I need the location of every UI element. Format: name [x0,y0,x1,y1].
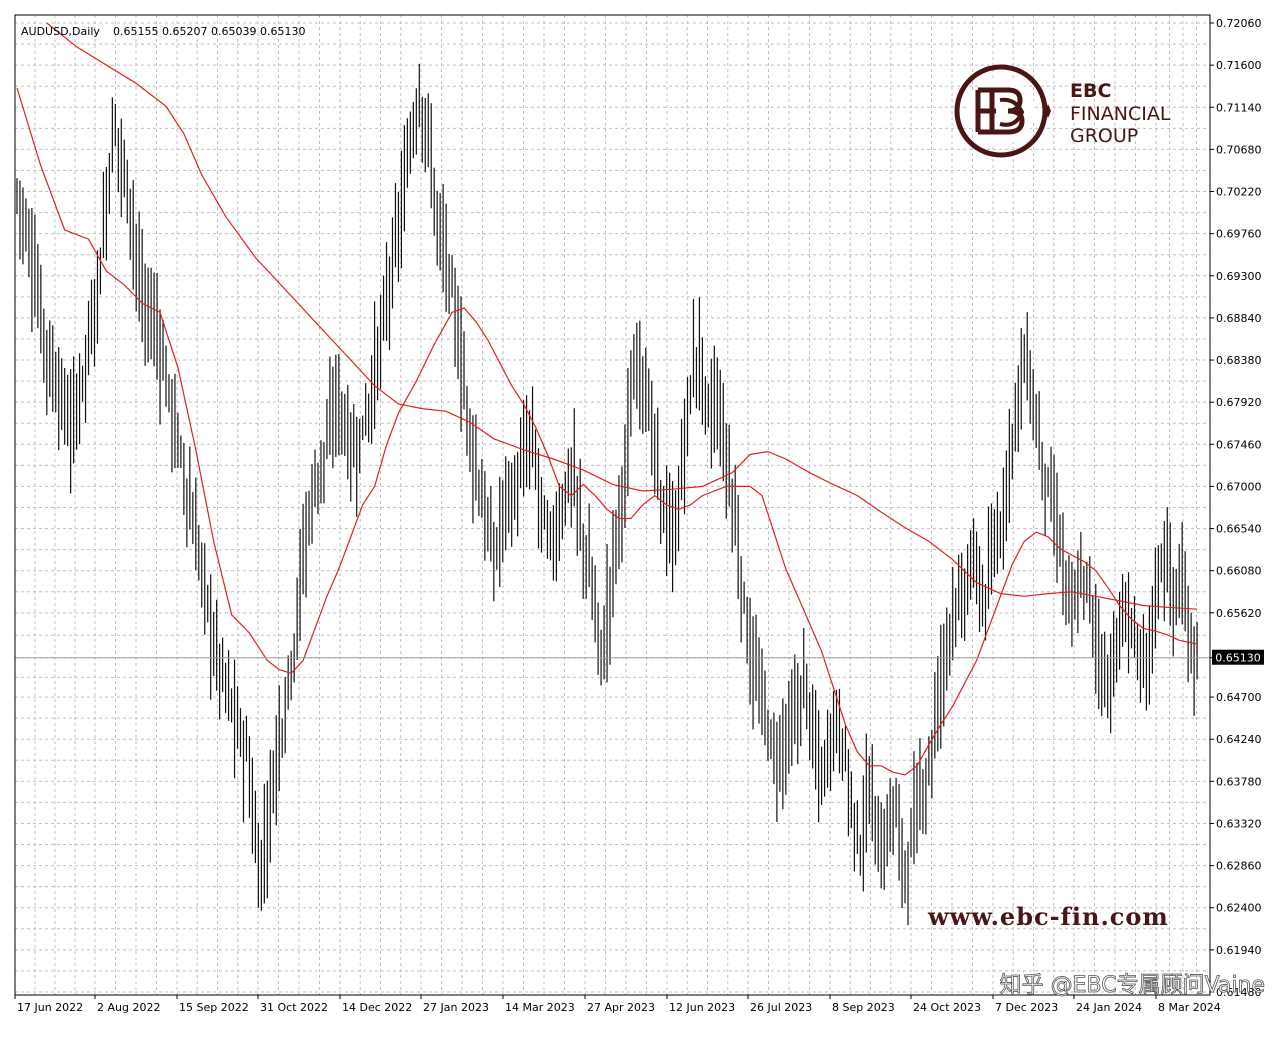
y-tick-label: 0.63320 [1216,817,1262,830]
x-tick-label: 7 Dec 2023 [995,1001,1058,1014]
chart-symbol: AUDUSD,Daily [21,25,100,38]
x-tick-label: 8 Sep 2023 [832,1001,895,1014]
x-tick-label: 26 Jul 2023 [750,1001,812,1014]
y-tick-label: 0.69760 [1216,228,1262,241]
chart-ohlc-values: 0.65155 0.65207 0.65039 0.65130 [113,25,305,38]
y-tick-label: 0.67920 [1216,396,1262,409]
y-tick-label: 0.67460 [1216,438,1262,451]
y-tick-label: 0.71600 [1216,59,1262,72]
x-tick-label: 8 Mar 2024 [1158,1001,1221,1014]
x-tick-label: 24 Jan 2024 [1076,1001,1142,1014]
website-watermark: www.ebc-fin.com [927,902,1169,931]
x-tick-label: 14 Dec 2022 [342,1001,412,1014]
y-tick-label: 0.68840 [1216,312,1262,325]
x-tick-label: 17 Jun 2022 [17,1001,83,1014]
moving-average-lines [16,22,1198,776]
y-tick-label: 0.71140 [1216,101,1262,114]
y-tick-label: 0.66540 [1216,523,1262,536]
y-tick-label: 0.64700 [1216,691,1262,704]
plot-frame [14,14,1211,996]
y-axis: 0.72060 0.71600 0.71140 0.70680 0.70220 0.697… [1210,17,1262,999]
x-tick-label: 14 Mar 2023 [505,1001,575,1014]
y-tick-label: 0.63780 [1216,775,1262,788]
credit-watermark: 知乎 @EBC专属顾问Vaine [1000,973,1265,998]
x-tick-label: 15 Sep 2022 [179,1001,249,1014]
x-tick-label: 12 Jun 2023 [669,1001,735,1014]
x-tick-label: 27 Jan 2023 [423,1001,489,1014]
y-tick-label: 0.64240 [1216,733,1262,746]
y-tick-label: 0.62860 [1216,860,1262,873]
logo-line2: FINANCIAL [1070,103,1171,125]
y-tick-label: 0.67000 [1216,480,1262,493]
logo-line3: GROUP [1070,125,1138,147]
current-price-badge: 0.65130 [1212,649,1264,665]
y-tick-label: 0.70680 [1216,143,1262,156]
current-price-label: 0.65130 [1215,652,1261,665]
x-tick-label: 24 Oct 2023 [913,1001,981,1014]
y-tick-label: 0.66080 [1216,565,1262,578]
x-tick-label: 31 Oct 2022 [260,1001,328,1014]
y-tick-label: 0.70220 [1216,186,1262,199]
x-axis: 17 Jun 2022 2 Aug 2022 15 Sep 2022 31 Oct 2… [14,995,1221,1014]
x-tick-label: 27 Apr 2023 [587,1001,655,1014]
sparkle-icon [1045,104,1051,118]
y-tick-label: 0.69300 [1216,270,1262,283]
logo-line1: EBC [1070,80,1111,102]
moving-average-line-1 [16,87,1198,776]
y-tick-label: 0.65620 [1216,607,1262,620]
moving-average-line-2 [46,22,1198,610]
y-tick-label: 0.62400 [1216,902,1262,915]
ebc-logo: EBC FINANCIAL GROUP [954,64,1171,158]
y-tick-label: 0.61940 [1216,944,1262,957]
y-tick-label: 0.72060 [1216,17,1262,30]
x-tick-label: 2 Aug 2022 [97,1001,160,1014]
y-tick-label: 0.61480 [1216,986,1262,999]
y-tick-label: 0.68380 [1216,354,1262,367]
